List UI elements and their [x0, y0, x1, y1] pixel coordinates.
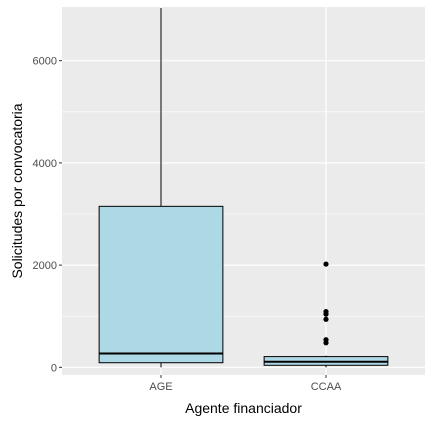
- x-axis: AGE CCAA: [149, 375, 342, 393]
- outlier-point: [323, 337, 329, 343]
- y-axis-title: Solicitudes por convocatoria: [9, 103, 25, 278]
- outlier-point: [323, 261, 329, 267]
- outlier-point: [323, 309, 329, 315]
- y-axis: 0 2000 4000 6000: [33, 56, 62, 374]
- box-ccaa: [263, 261, 389, 368]
- x-tick-label: CCAA: [311, 381, 342, 393]
- outlier-point: [323, 316, 329, 322]
- x-axis-title: Agente financiador: [185, 400, 302, 416]
- y-tick-label: 0: [51, 362, 57, 374]
- y-tick-label: 2000: [33, 260, 57, 272]
- y-tick-label: 6000: [33, 56, 57, 68]
- y-tick-label: 4000: [33, 158, 57, 170]
- x-tick-label: AGE: [149, 381, 172, 393]
- box-body: [98, 205, 224, 364]
- box-age: [98, 8, 224, 368]
- box-series: [98, 8, 389, 368]
